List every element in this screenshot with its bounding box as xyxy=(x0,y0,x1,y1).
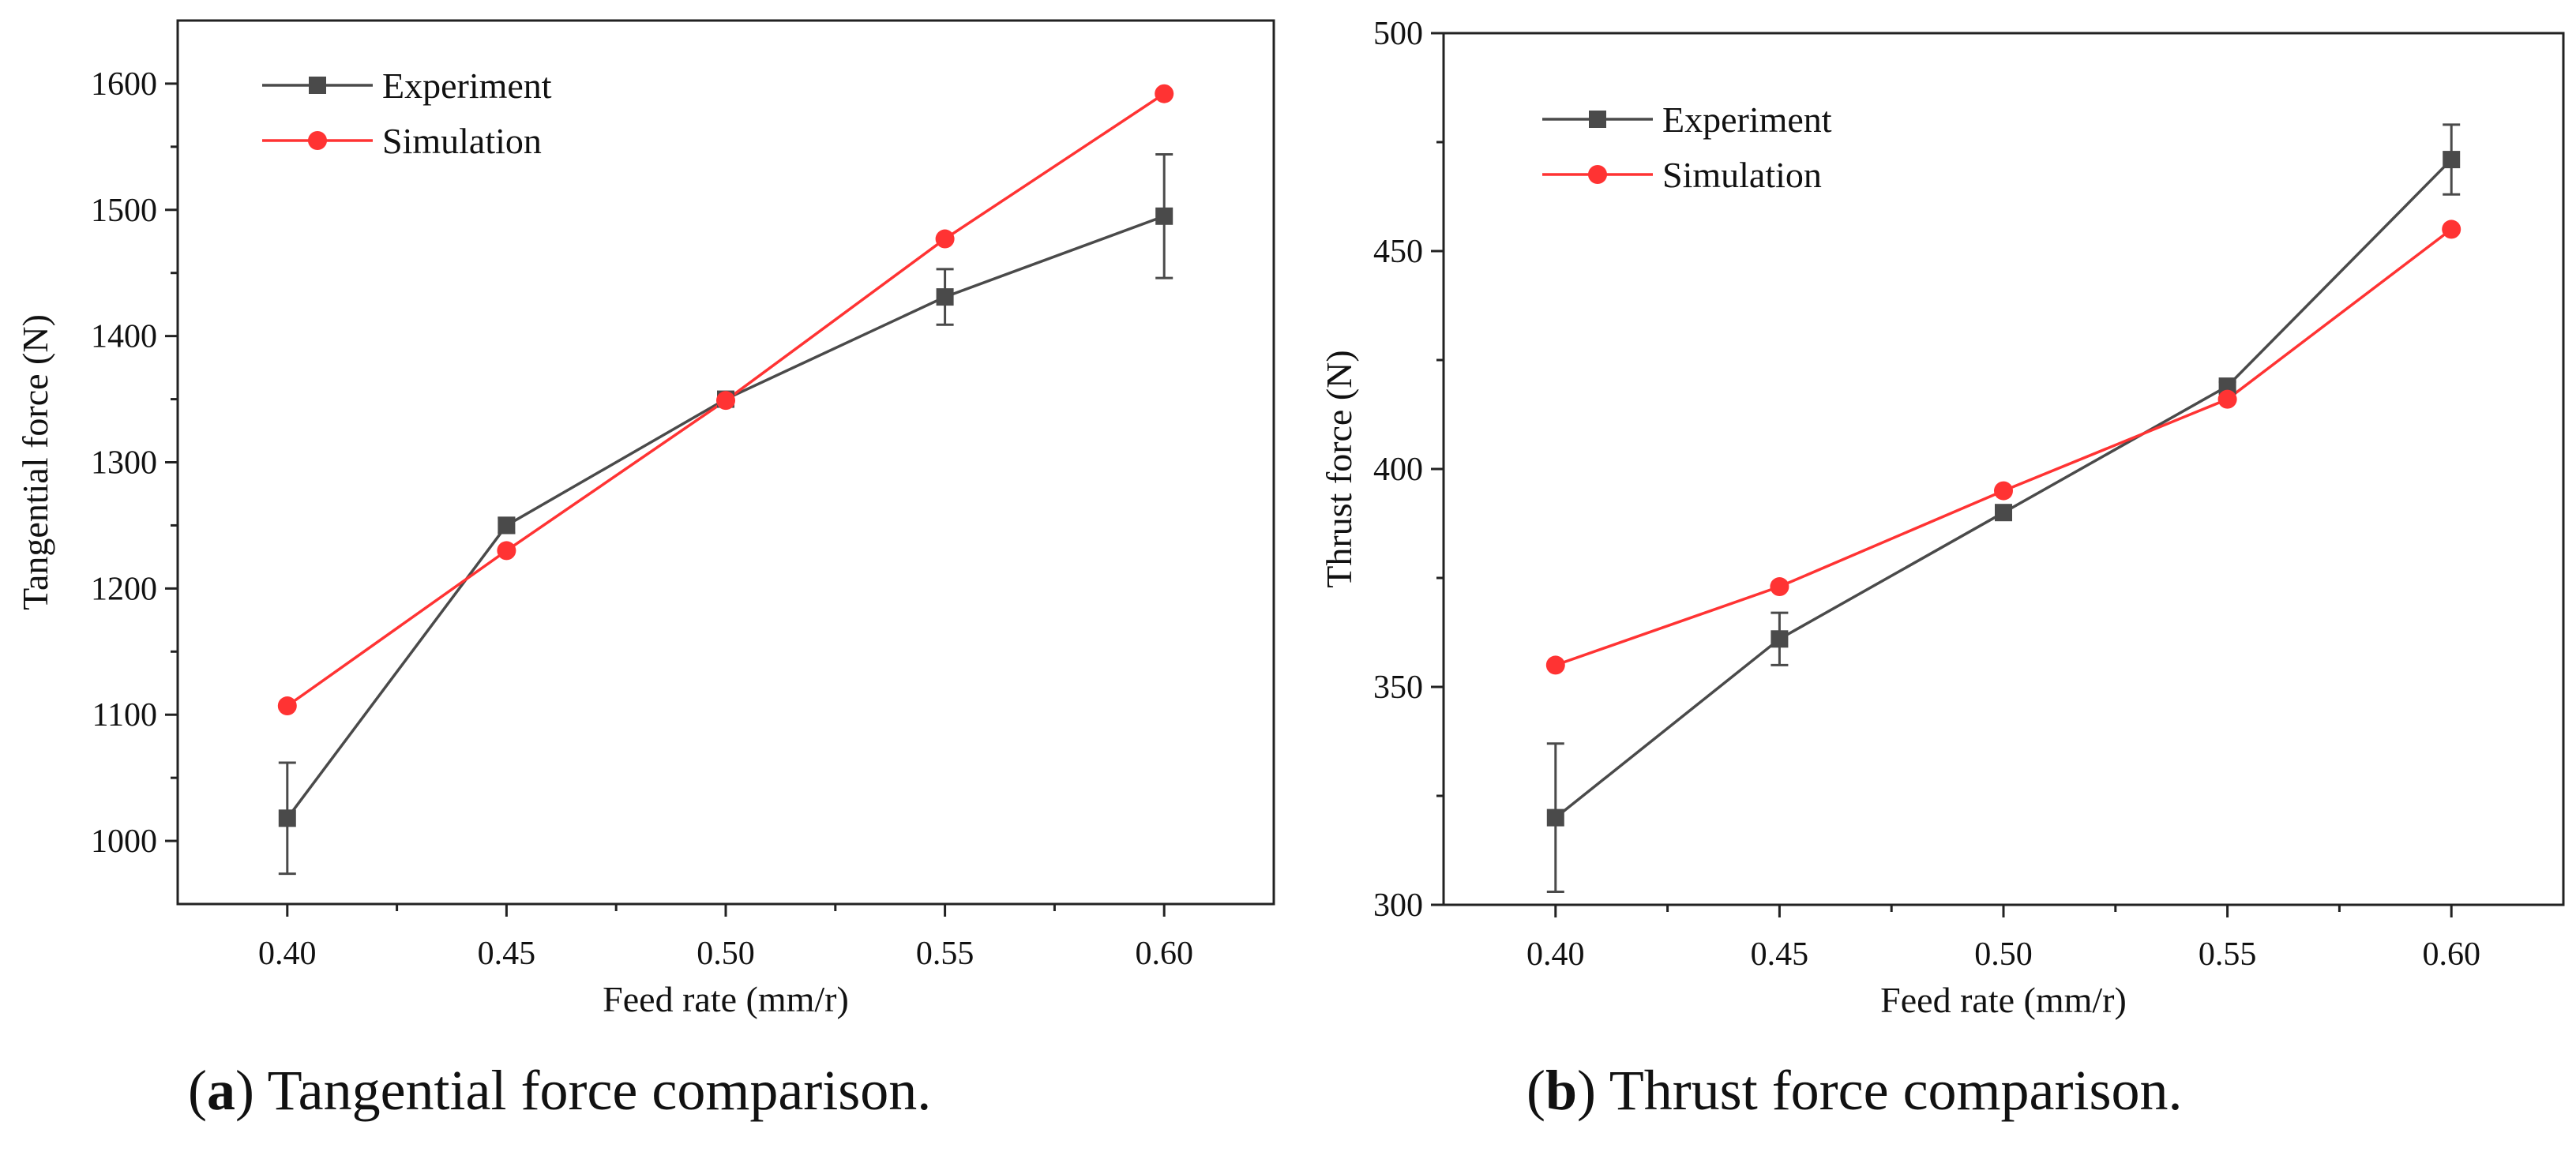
a-legend-marker-simulation xyxy=(308,131,327,150)
b-legend-label-experiment: Experiment xyxy=(1662,99,1832,140)
b-x-tick-label: 0.55 xyxy=(2199,936,2257,973)
b-experiment-point xyxy=(2218,377,2236,396)
b-experiment-point xyxy=(2443,151,2461,169)
b-simulation-point xyxy=(1994,481,2013,501)
b-legend-label-simulation: Simulation xyxy=(1662,155,1822,195)
b-experiment-point xyxy=(1995,504,2012,522)
a-experiment-point xyxy=(278,809,296,827)
caption-b-letter: b xyxy=(1545,1059,1578,1122)
b-x-tick-label: 0.50 xyxy=(1974,936,2033,973)
a-experiment-point xyxy=(498,516,516,535)
a-y-tick-label: 1200 xyxy=(91,571,157,607)
b-y-axis-label: Thrust force (N) xyxy=(1319,350,1359,587)
a-y-tick-label: 1300 xyxy=(91,445,157,482)
b-y-tick-label: 500 xyxy=(1373,16,1423,52)
a-experiment-point xyxy=(1155,207,1173,225)
chart-b-svg: 0.40 0.45 0.50 0.55 0.60 300 350 400 450 500 Feed … xyxy=(1319,16,2565,1020)
b-experiment-point xyxy=(1771,630,1789,648)
a-y-tick-label: 1100 xyxy=(92,697,157,733)
a-x-tick-label: 0.50 xyxy=(697,936,755,972)
b-x-tick-label: 0.40 xyxy=(1526,936,1585,973)
caption-a-text: Tangential force comparison. xyxy=(253,1059,932,1122)
b-x-tick-label: 0.60 xyxy=(2422,936,2480,973)
caption-b: (b) Thrust force comparison. xyxy=(1526,1059,2183,1122)
b-legend-marker-experiment xyxy=(1589,111,1606,128)
a-simulation-point xyxy=(277,696,297,716)
b-experiment-point xyxy=(1546,808,1564,827)
a-y-tick-label: 1500 xyxy=(91,193,157,229)
a-experiment-line xyxy=(286,215,1165,820)
b-y-tick-label: 350 xyxy=(1373,670,1423,706)
a-simulation-point xyxy=(497,541,516,561)
a-plot-frame xyxy=(176,19,1275,906)
a-x-tick-label: 0.55 xyxy=(916,936,974,972)
a-legend-marker-experiment xyxy=(309,77,326,94)
chart-tangential-force: 0.40 0.45 0.50 0.55 0.60 1000 1100 1200 1300 1400… xyxy=(0,0,1288,1046)
b-y-tick-label: 400 xyxy=(1373,452,1423,488)
b-simulation-point xyxy=(1770,577,1789,597)
a-legend-label-simulation: Simulation xyxy=(382,121,542,161)
a-x-tick-label: 0.45 xyxy=(478,936,536,972)
b-x-tick-label: 0.45 xyxy=(1751,936,1809,973)
a-experiment-point xyxy=(936,288,954,306)
b-simulation-point xyxy=(2442,219,2461,239)
a-simulation-point xyxy=(716,391,735,411)
a-y-axis-label: Tangential force (N) xyxy=(15,314,55,610)
caption-a-letter: a xyxy=(206,1059,235,1122)
b-y-tick-label: 450 xyxy=(1373,234,1423,270)
caption-a: (a) Tangential force comparison. xyxy=(188,1059,932,1122)
a-x-tick-label: 0.40 xyxy=(258,936,317,972)
a-x-axis-label: Feed rate (mm/r) xyxy=(603,979,849,1019)
a-simulation-point xyxy=(1155,84,1174,103)
b-simulation-point xyxy=(1545,655,1565,675)
b-y-tick-label: 300 xyxy=(1373,887,1423,924)
b-x-axis-label: Feed rate (mm/r) xyxy=(1880,980,2127,1020)
caption-b-text: Thrust force comparison. xyxy=(1596,1059,2183,1122)
chart-thrust-force: 0.40 0.45 0.50 0.55 0.60 300 350 400 450 500 Feed … xyxy=(1288,0,2576,1046)
a-legend-label-experiment: Experiment xyxy=(382,66,552,106)
b-simulation-point xyxy=(2217,389,2237,409)
a-y-tick-label: 1400 xyxy=(91,319,157,355)
a-x-tick-label: 0.60 xyxy=(1135,936,1193,972)
b-legend-marker-simulation xyxy=(1588,165,1607,184)
chart-a-svg: 0.40 0.45 0.50 0.55 0.60 1000 1100 1200 1300 1400… xyxy=(15,19,1275,1019)
a-y-tick-label: 1600 xyxy=(91,66,157,103)
a-simulation-point xyxy=(935,229,955,249)
a-y-tick-label: 1000 xyxy=(91,823,157,860)
